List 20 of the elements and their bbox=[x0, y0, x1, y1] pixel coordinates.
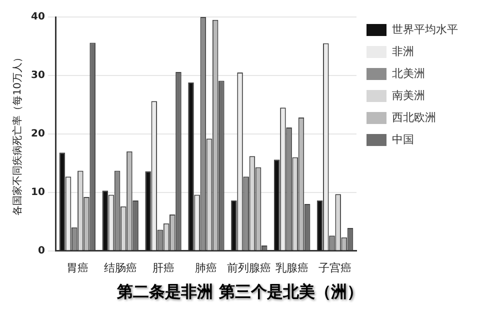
x-tick-label: 前列腺癌 bbox=[227, 261, 272, 274]
y-tick-label: 40 bbox=[30, 12, 45, 23]
x-tick-label: 肺癌 bbox=[195, 261, 218, 274]
x-tick-label: 子宫癌 bbox=[318, 261, 352, 274]
legend-label: 非洲 bbox=[392, 44, 414, 58]
y-tick-label: 30 bbox=[30, 70, 45, 82]
x-tick-label: 胃癌 bbox=[66, 261, 88, 274]
x-tick-label: 肝癌 bbox=[152, 261, 174, 274]
legend-label: 世界平均水平 bbox=[392, 22, 458, 36]
y-axis-title: 各国家不同疾病死亡率（每10万人） bbox=[12, 52, 24, 216]
text: 第二条是非洲 第三个是北美（洲） bbox=[116, 282, 364, 303]
legend-label: 西北欧洲 bbox=[392, 110, 436, 124]
x-tick-label: 结肠癌 bbox=[104, 261, 137, 274]
legend-label: 中国 bbox=[392, 132, 414, 146]
y-tick-label: 0 bbox=[38, 245, 45, 256]
x-tick-label: 乳腺癌 bbox=[276, 261, 309, 274]
legend-label: 北美洲 bbox=[392, 66, 425, 80]
y-tick-label: 20 bbox=[30, 128, 45, 140]
legend-label: 南美洲 bbox=[392, 88, 425, 102]
y-tick-label: 10 bbox=[30, 186, 45, 198]
